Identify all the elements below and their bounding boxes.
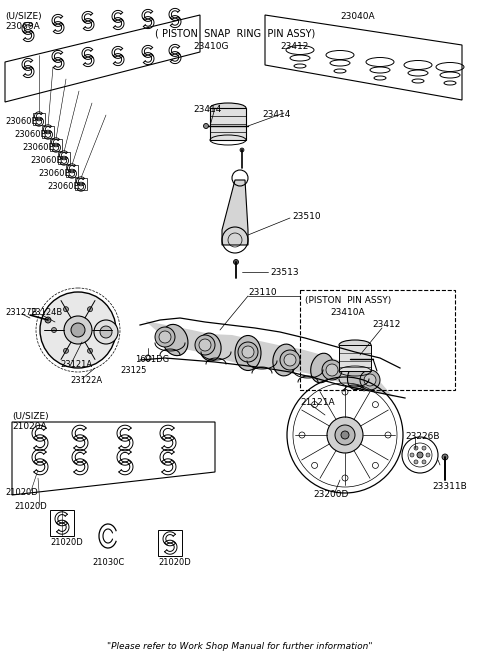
Text: 23125: 23125	[120, 366, 146, 375]
Text: 23121A: 23121A	[60, 360, 92, 369]
Text: 21030C: 21030C	[92, 558, 124, 567]
Circle shape	[40, 292, 116, 368]
Text: 23060B: 23060B	[47, 182, 79, 191]
Text: 23060A: 23060A	[5, 22, 40, 31]
Circle shape	[240, 148, 244, 152]
Circle shape	[422, 460, 426, 464]
Circle shape	[364, 374, 376, 386]
Circle shape	[322, 360, 342, 380]
Text: 23040A: 23040A	[340, 12, 374, 21]
Text: 23060B: 23060B	[22, 143, 54, 152]
Circle shape	[280, 350, 300, 370]
Text: 23311B: 23311B	[432, 482, 467, 491]
Text: 21020D: 21020D	[5, 488, 38, 497]
Text: 21121A: 21121A	[300, 398, 335, 407]
Text: 23122A: 23122A	[70, 376, 102, 385]
Circle shape	[341, 431, 349, 439]
Circle shape	[284, 354, 296, 366]
Ellipse shape	[273, 344, 297, 376]
Circle shape	[327, 417, 363, 453]
Text: 1601DG: 1601DG	[135, 355, 169, 364]
Bar	[66, 165, 78, 177]
Ellipse shape	[311, 353, 333, 383]
Text: 23410A: 23410A	[330, 308, 365, 317]
Circle shape	[71, 323, 85, 337]
Text: 23060B: 23060B	[5, 117, 37, 126]
Text: 21020D: 21020D	[50, 538, 83, 547]
Polygon shape	[339, 345, 371, 371]
Circle shape	[100, 326, 112, 338]
Circle shape	[195, 335, 215, 355]
Circle shape	[426, 453, 430, 457]
Circle shape	[335, 425, 355, 445]
Circle shape	[410, 453, 414, 457]
Text: 23414: 23414	[193, 105, 221, 114]
Ellipse shape	[339, 340, 371, 350]
Circle shape	[326, 364, 338, 376]
Ellipse shape	[199, 333, 221, 361]
Circle shape	[94, 320, 118, 344]
Text: "Please refer to Work Shop Manual for further information": "Please refer to Work Shop Manual for fu…	[107, 642, 373, 651]
Text: 21020D: 21020D	[14, 502, 47, 511]
Text: 23412: 23412	[372, 320, 400, 329]
Circle shape	[99, 328, 105, 333]
Bar	[50, 139, 62, 151]
Polygon shape	[210, 108, 246, 140]
Bar	[42, 126, 54, 138]
Ellipse shape	[348, 362, 369, 390]
Text: 23226B: 23226B	[405, 432, 440, 441]
Bar	[300, 290, 455, 390]
Circle shape	[155, 327, 175, 347]
Circle shape	[238, 342, 258, 362]
Circle shape	[45, 317, 51, 323]
Text: 23110: 23110	[248, 288, 276, 297]
Circle shape	[199, 339, 211, 351]
Bar	[33, 113, 45, 125]
Polygon shape	[145, 321, 393, 397]
Text: (PISTON  PIN ASSY): (PISTON PIN ASSY)	[305, 296, 391, 305]
Text: ( PISTON  SNAP  RING  PIN ASSY): ( PISTON SNAP RING PIN ASSY)	[155, 28, 315, 38]
Bar	[50, 510, 74, 536]
Text: 21020D: 21020D	[158, 558, 191, 567]
Ellipse shape	[210, 103, 246, 113]
Text: 23412: 23412	[280, 42, 308, 51]
Text: 23410G: 23410G	[193, 42, 228, 51]
Circle shape	[233, 259, 239, 265]
Circle shape	[63, 348, 69, 353]
Bar	[58, 152, 70, 164]
Text: 23510: 23510	[292, 212, 321, 221]
Text: 23127B: 23127B	[5, 308, 37, 317]
Circle shape	[417, 452, 423, 458]
Circle shape	[87, 348, 93, 353]
Polygon shape	[222, 180, 248, 245]
Circle shape	[442, 454, 448, 460]
Circle shape	[51, 328, 57, 333]
Text: 23060B: 23060B	[38, 169, 71, 178]
Circle shape	[422, 446, 426, 450]
Text: 21020A: 21020A	[12, 422, 47, 431]
Circle shape	[204, 124, 208, 128]
Text: 23124B: 23124B	[30, 308, 62, 317]
Circle shape	[159, 331, 171, 343]
Circle shape	[63, 307, 69, 312]
Circle shape	[414, 446, 418, 450]
Text: (U/SIZE): (U/SIZE)	[5, 12, 42, 21]
Text: 23200D: 23200D	[313, 490, 348, 499]
Text: (U/SIZE): (U/SIZE)	[12, 412, 48, 421]
Ellipse shape	[235, 335, 261, 371]
Bar	[158, 530, 182, 556]
Text: 23060B: 23060B	[14, 130, 47, 139]
Ellipse shape	[162, 324, 188, 356]
Circle shape	[242, 346, 254, 358]
Circle shape	[360, 370, 380, 390]
Circle shape	[87, 307, 93, 312]
Bar	[75, 178, 87, 190]
Text: 23513: 23513	[270, 268, 299, 277]
Circle shape	[414, 460, 418, 464]
Text: 23414: 23414	[262, 110, 290, 119]
Text: 23060B: 23060B	[30, 156, 62, 165]
Circle shape	[64, 316, 92, 344]
